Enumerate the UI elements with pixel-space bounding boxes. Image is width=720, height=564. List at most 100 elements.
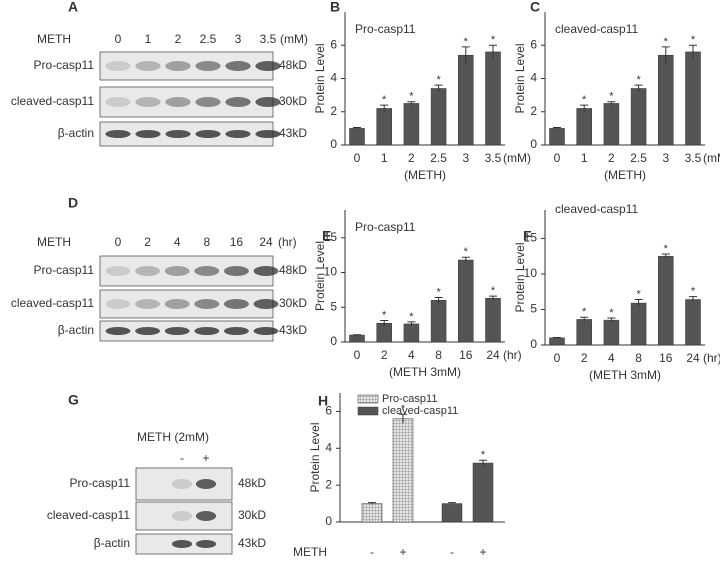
blot-band bbox=[225, 130, 251, 138]
x-tick-label: 24 bbox=[486, 348, 500, 362]
error-bar bbox=[634, 84, 643, 92]
bar bbox=[630, 302, 647, 346]
y-tick-label: 6 bbox=[530, 37, 537, 51]
error-bar bbox=[479, 459, 487, 466]
significance-marker: * bbox=[464, 36, 469, 48]
error-bar bbox=[634, 299, 643, 307]
y-tick-label: 0 bbox=[530, 337, 537, 351]
lane-label: 0 bbox=[115, 235, 122, 249]
chart-title: cleaved-casp11 bbox=[555, 22, 638, 36]
error-bar bbox=[380, 104, 389, 112]
error-bar bbox=[461, 46, 470, 64]
bar bbox=[376, 322, 392, 343]
row-label: β-actin bbox=[58, 323, 94, 337]
row-label: Pro-casp11 bbox=[34, 263, 95, 277]
blot-band bbox=[164, 299, 190, 309]
y-tick-label: 5 bbox=[530, 302, 537, 316]
size-label: 30kD bbox=[279, 296, 307, 310]
significance-marker: * bbox=[609, 91, 614, 103]
blot-band bbox=[135, 327, 161, 335]
lane-label: 3.5 bbox=[260, 32, 277, 46]
bar bbox=[403, 103, 420, 146]
blot-band bbox=[105, 97, 131, 107]
x-unit: (mM) bbox=[503, 151, 531, 165]
lane-label: 2.5 bbox=[200, 32, 217, 46]
blot-band bbox=[195, 479, 217, 489]
x-axis-label: (METH) bbox=[604, 168, 646, 182]
blot-band bbox=[255, 97, 281, 107]
error-bar bbox=[489, 44, 497, 59]
error-bar bbox=[448, 502, 456, 505]
lane-label: 24 bbox=[259, 235, 273, 249]
error-bar bbox=[661, 253, 670, 259]
y-tick-label: 2 bbox=[330, 104, 337, 118]
error-bar bbox=[661, 46, 670, 64]
chart-title: Pro-casp11 bbox=[355, 220, 416, 234]
significance-marker: * bbox=[409, 311, 414, 323]
blot-band bbox=[225, 97, 251, 107]
bar bbox=[576, 319, 592, 346]
x-tick-label: 3.5 bbox=[685, 151, 702, 165]
y-axis-label: Protein Level bbox=[513, 242, 527, 312]
x-tick-label: 0 bbox=[354, 348, 361, 362]
y-tick-label: 0 bbox=[530, 137, 537, 151]
panel-letter: F bbox=[523, 228, 532, 244]
y-tick-label: 15 bbox=[524, 231, 538, 245]
chart-title: Pro-casp11 bbox=[355, 22, 416, 36]
blot-band bbox=[255, 61, 281, 71]
bar bbox=[361, 503, 383, 523]
blot-band bbox=[165, 97, 191, 107]
error-bar bbox=[553, 337, 561, 339]
x-tick-label: - bbox=[450, 545, 454, 559]
bar bbox=[485, 297, 501, 343]
size-label: 30kD bbox=[238, 508, 266, 522]
x-tick-label: + bbox=[479, 545, 486, 559]
y-tick-label: 4 bbox=[530, 71, 537, 85]
treatment-label: METH (2mM) bbox=[137, 430, 209, 444]
x-unit: (hr) bbox=[503, 348, 522, 362]
row-label: cleaved-casp11 bbox=[47, 508, 130, 522]
error-bar bbox=[353, 334, 361, 336]
blot-band bbox=[165, 130, 191, 138]
y-tick-label: 15 bbox=[324, 230, 338, 244]
x-tick-label: 2.5 bbox=[430, 151, 447, 165]
bar bbox=[630, 88, 647, 146]
blot-band bbox=[225, 61, 251, 71]
error-bar bbox=[353, 127, 361, 130]
x-unit: (hr) bbox=[703, 351, 720, 365]
row-label: Pro-casp11 bbox=[34, 58, 95, 72]
error-bar bbox=[399, 413, 407, 424]
legend-swatch bbox=[357, 394, 379, 404]
panel-letter: A bbox=[68, 0, 78, 15]
bar bbox=[392, 418, 414, 523]
blot-band bbox=[171, 540, 193, 548]
x-tick-label: 3.5 bbox=[485, 151, 502, 165]
bar bbox=[441, 503, 463, 523]
error-bar bbox=[461, 256, 470, 263]
blot-band bbox=[253, 327, 279, 335]
significance-marker: * bbox=[582, 306, 587, 318]
significance-marker: * bbox=[491, 34, 496, 46]
x-tick-label: 2 bbox=[608, 151, 615, 165]
size-label: 43kD bbox=[279, 323, 307, 337]
panel-letter: G bbox=[68, 392, 79, 408]
significance-marker: * bbox=[436, 74, 441, 86]
x-axis-label: METH bbox=[293, 545, 327, 559]
significance-marker: * bbox=[691, 34, 696, 46]
x-tick-label: 2 bbox=[581, 351, 588, 365]
bar bbox=[549, 337, 565, 346]
y-tick-label: 0 bbox=[330, 334, 337, 348]
y-tick-label: 10 bbox=[524, 266, 538, 280]
chart-title: cleaved-casp11 bbox=[555, 202, 638, 216]
error-bar bbox=[580, 316, 589, 322]
treatment-label: METH bbox=[37, 235, 71, 249]
blot-band bbox=[194, 266, 220, 276]
row-label: β-actin bbox=[94, 536, 130, 550]
blot-band bbox=[105, 266, 131, 276]
error-bar bbox=[689, 44, 697, 59]
x-tick-label: 2 bbox=[408, 151, 415, 165]
blot-band bbox=[195, 130, 221, 138]
size-label: 48kD bbox=[279, 263, 307, 277]
error-bar bbox=[580, 104, 589, 112]
x-tick-label: 4 bbox=[408, 348, 415, 362]
